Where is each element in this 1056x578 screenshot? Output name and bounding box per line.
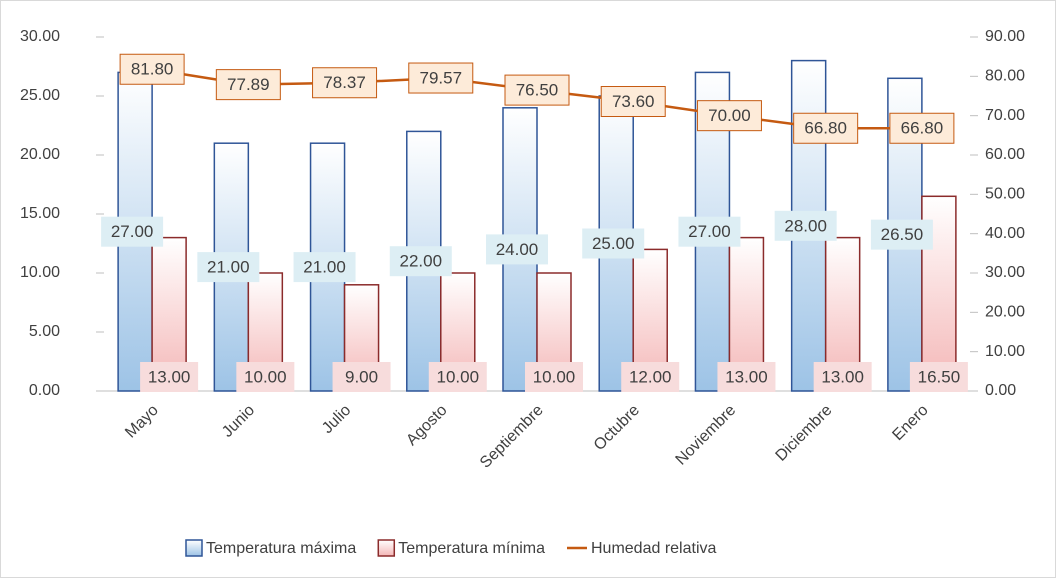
y2-tick-label: 80.00 xyxy=(985,68,1025,85)
y2-tick-label: 40.00 xyxy=(985,225,1025,242)
value-label: 28.00 xyxy=(784,216,827,235)
y-tick-label: 10.00 xyxy=(20,264,60,281)
value-label: 79.57 xyxy=(420,69,463,88)
value-label-box xyxy=(119,53,185,85)
value-label-box xyxy=(504,74,570,106)
legend-label: Temperatura máxima xyxy=(206,540,356,557)
value-label: 21.00 xyxy=(207,258,250,277)
value-label-box xyxy=(486,234,548,265)
value-label: 16.50 xyxy=(918,367,961,386)
value-label-box xyxy=(101,216,164,247)
y-tick-label: 15.00 xyxy=(20,205,60,222)
value-label-box xyxy=(696,100,762,132)
value-label-box xyxy=(312,67,378,99)
value-label: 22.00 xyxy=(400,252,443,271)
value-label: 12.00 xyxy=(629,367,672,386)
value-label-box xyxy=(870,219,933,250)
value-label-box xyxy=(525,362,583,392)
legend-swatch xyxy=(377,539,396,557)
value-label-box xyxy=(717,362,776,392)
value-label-box xyxy=(389,246,452,277)
value-label-box xyxy=(813,362,872,392)
legend-swatch xyxy=(185,539,203,557)
value-label: 76.50 xyxy=(516,81,559,100)
value-label-box xyxy=(909,362,968,392)
value-label: 25.00 xyxy=(592,234,635,253)
y2-tick-label: 90.00 xyxy=(985,28,1025,45)
value-label-box xyxy=(140,362,199,392)
value-label-box xyxy=(582,228,645,259)
value-label-box xyxy=(293,252,356,283)
y-tick-label: 25.00 xyxy=(20,87,60,104)
y-tick-label: 20.00 xyxy=(20,146,60,163)
y-tick-label: 0.00 xyxy=(29,382,60,399)
value-label: 24.00 xyxy=(496,240,539,259)
value-label-box xyxy=(621,362,680,392)
value-label-box xyxy=(197,252,260,283)
value-label-box xyxy=(678,216,741,247)
value-label-box xyxy=(408,62,474,94)
value-label: 10.00 xyxy=(437,367,480,386)
value-label: 10.00 xyxy=(533,367,576,386)
value-label: 13.00 xyxy=(725,367,768,386)
y2-tick-label: 0.00 xyxy=(985,382,1016,399)
value-label: 13.00 xyxy=(821,367,864,386)
value-label: 9.00 xyxy=(345,367,378,386)
value-label-box xyxy=(332,362,391,392)
y2-tick-label: 70.00 xyxy=(985,107,1025,124)
value-label: 66.80 xyxy=(901,119,944,138)
value-label: 70.00 xyxy=(708,106,751,125)
y2-tick-label: 20.00 xyxy=(985,304,1025,321)
value-label-box xyxy=(774,210,837,241)
legend-label: Humedad relativa xyxy=(591,540,717,557)
value-label: 78.37 xyxy=(323,73,366,92)
y2-tick-label: 10.00 xyxy=(985,343,1025,360)
value-label-box xyxy=(215,69,281,101)
y2-tick-label: 60.00 xyxy=(985,146,1025,163)
value-label-box xyxy=(600,86,666,118)
value-label: 66.80 xyxy=(804,119,847,138)
value-label: 81.80 xyxy=(131,60,174,79)
y2-tick-label: 50.00 xyxy=(985,186,1025,203)
value-label-box xyxy=(236,362,295,392)
value-label: 27.00 xyxy=(111,222,154,241)
legend-label: Temperatura mínima xyxy=(398,540,545,557)
value-label: 13.00 xyxy=(148,367,191,386)
value-label-box xyxy=(428,362,487,392)
value-label: 77.89 xyxy=(227,75,270,94)
y-tick-label: 5.00 xyxy=(29,323,60,340)
value-label-box xyxy=(793,112,859,144)
value-label: 21.00 xyxy=(303,258,346,277)
value-label: 73.60 xyxy=(612,92,655,111)
value-label: 10.00 xyxy=(244,367,287,386)
value-label: 26.50 xyxy=(881,225,924,244)
y2-tick-label: 30.00 xyxy=(985,264,1025,281)
value-label: 27.00 xyxy=(688,222,731,241)
value-label-box xyxy=(889,112,955,144)
y-tick-label: 30.00 xyxy=(20,28,60,45)
